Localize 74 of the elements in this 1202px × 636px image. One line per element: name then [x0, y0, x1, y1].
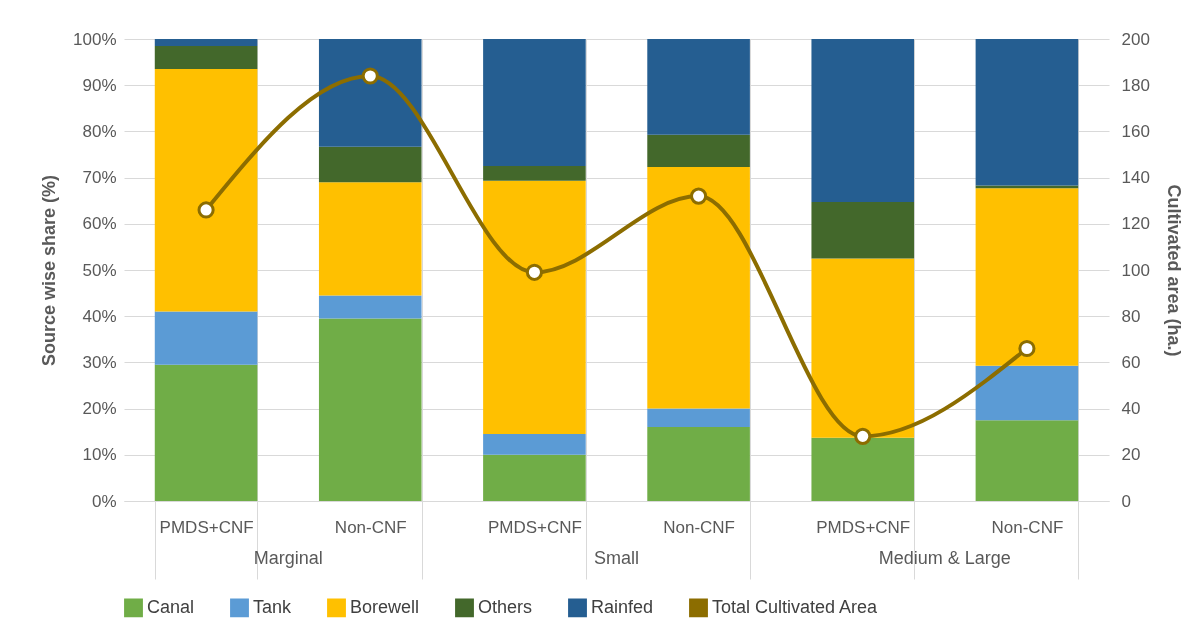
- point: [361, 67, 379, 85]
- point: [1018, 339, 1036, 358]
- bar: [811, 258, 915, 438]
- legend-label: Total Cultivated Area: [712, 596, 879, 617]
- bar: [975, 365, 1079, 421]
- point: [197, 201, 215, 219]
- bar: [647, 408, 750, 428]
- bar: [975, 185, 1079, 189]
- text: Medium & Large: [878, 548, 1011, 568]
- bar: [647, 134, 750, 167]
- legend-label: Others: [478, 596, 533, 617]
- y2-tick-label: 20: [1121, 445, 1141, 465]
- bar: [811, 437, 915, 501]
- y2-tick-label: 200: [1121, 29, 1150, 49]
- legend-label: Tank: [253, 596, 293, 617]
- bar: [483, 166, 586, 181]
- y2-tick-label: 60: [1121, 352, 1141, 372]
- bar: [975, 420, 1079, 501]
- y2-tick-label: 40: [1121, 399, 1141, 419]
- x-tick-label: Non-CNF: [663, 517, 735, 537]
- y-tick-label: 70%: [82, 168, 117, 188]
- y2-tick-label: 0: [1121, 491, 1131, 511]
- y2-tick-label: 140: [1121, 168, 1150, 188]
- bar: [154, 69, 258, 312]
- bar: [483, 434, 586, 455]
- y-tick-label: 30%: [82, 352, 117, 372]
- bar: [154, 39, 258, 46]
- x-tick-label: PMDS+CNF: [816, 517, 911, 537]
- bar: [318, 146, 422, 183]
- bar: [811, 202, 915, 259]
- y2-tick-label: 100: [1121, 260, 1150, 280]
- bar: [318, 318, 422, 501]
- bar: [647, 427, 750, 501]
- y-tick-label: 90%: [82, 75, 117, 95]
- bar: [318, 295, 422, 319]
- y-axis-title: Source wise share (%): [39, 174, 60, 367]
- legend-label: Canal: [147, 596, 195, 617]
- bar: [318, 39, 422, 147]
- bar: [154, 311, 258, 365]
- bar: [647, 39, 750, 135]
- bar: [647, 166, 750, 409]
- y2-tick-label: 180: [1121, 75, 1150, 95]
- x-tick-label: Non-CNF: [334, 517, 407, 537]
- x-tick-label: PMDS+CNF: [159, 517, 254, 537]
- point: [690, 187, 708, 205]
- point: [854, 427, 872, 445]
- point: [525, 263, 543, 281]
- bar: [811, 39, 915, 203]
- legend-label: Rainfed: [591, 596, 654, 617]
- y-tick-label: 10%: [82, 445, 117, 465]
- bar: [975, 39, 1079, 186]
- bar: [483, 454, 586, 501]
- y-tick-label: 80%: [82, 121, 117, 141]
- y-tick-label: 20%: [82, 399, 117, 419]
- bar: [483, 39, 586, 167]
- x-tick-label: PMDS+CNF: [487, 517, 582, 537]
- y2-tick-label: 120: [1121, 214, 1150, 234]
- text: Marginal: [253, 548, 323, 568]
- y2-tick-label: 160: [1121, 121, 1150, 141]
- bar: [483, 180, 586, 435]
- text: Small: [593, 548, 640, 568]
- bar: [154, 364, 258, 501]
- bar: [318, 182, 422, 296]
- y-tick-label: 60%: [82, 214, 117, 234]
- y-tick-label: 100%: [73, 29, 117, 49]
- y2-tick-label: 80: [1121, 306, 1141, 326]
- y2-axis-title: Cultivated area (ha.): [1163, 184, 1184, 357]
- y-tick-label: 40%: [82, 306, 117, 326]
- y-tick-label: 0%: [91, 491, 117, 511]
- bar: [154, 45, 258, 70]
- x-tick-label: Non-CNF: [991, 517, 1064, 537]
- legend-label: Borewell: [350, 596, 420, 617]
- bar: [975, 188, 1079, 366]
- y-tick-label: 50%: [82, 260, 117, 280]
